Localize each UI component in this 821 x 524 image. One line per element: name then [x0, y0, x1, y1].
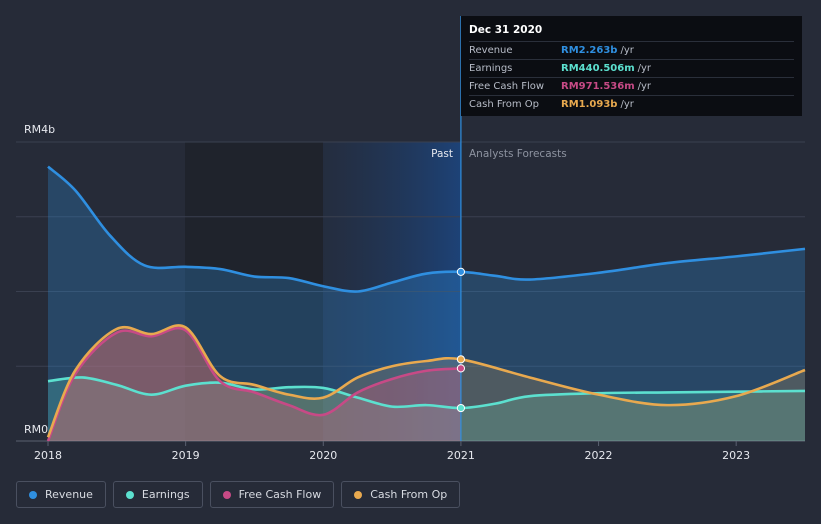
- tooltip-value: RM2.263b: [561, 45, 618, 56]
- y-min-label: RM0: [24, 423, 48, 436]
- area-free-cash-flow: [48, 328, 461, 441]
- hover-markers: [456, 267, 466, 413]
- tooltip-row-revenue: Revenue RM2.263b /yr: [469, 41, 794, 59]
- legend-item-earnings[interactable]: Earnings: [112, 481, 203, 508]
- x-tick-label: 2020: [309, 449, 337, 462]
- line-revenue: [47, 165, 806, 293]
- tooltip-date: Dec 31 2020: [469, 24, 543, 36]
- grid-lines: [16, 141, 805, 442]
- line-cash-from-op: [46, 324, 806, 438]
- line-free-cash-flow: [46, 326, 461, 442]
- legend-label: Earnings: [141, 488, 190, 501]
- tooltip-label: Revenue: [469, 45, 513, 56]
- tooltip-label: Cash From Op: [469, 99, 540, 110]
- x-axis-ticks: 2018 2019 2020 2021 2022 2023: [34, 441, 750, 462]
- tooltip-label: Free Cash Flow: [469, 81, 545, 92]
- tooltip-value: RM971.536m: [561, 81, 635, 92]
- x-tick-label: 2023: [722, 449, 750, 462]
- legend: Revenue Earnings Free Cash Flow Cash Fro…: [16, 481, 461, 508]
- tooltip-value: RM1.093b: [561, 99, 618, 110]
- legend-label: Free Cash Flow: [238, 488, 322, 501]
- legend-label: Cash From Op: [370, 488, 448, 501]
- tooltip-row-earnings: Earnings RM440.506m /yr: [469, 59, 794, 77]
- legend-dot-icon: [354, 490, 363, 499]
- tooltip-label: Earnings: [469, 63, 513, 74]
- legend-label: Revenue: [45, 488, 93, 501]
- x-tick-label: 2018: [34, 449, 62, 462]
- forecast-label: Analysts Forecasts: [469, 148, 567, 160]
- legend-dot-icon: [125, 490, 134, 499]
- series-lines: [46, 165, 806, 442]
- legend-item-revenue[interactable]: Revenue: [16, 481, 106, 508]
- marker-earnings: [456, 403, 466, 413]
- past-label: Past: [431, 148, 453, 160]
- x-tick-label: 2019: [172, 449, 200, 462]
- tooltip-unit: /yr: [620, 45, 634, 56]
- legend-item-cash-from-op[interactable]: Cash From Op: [341, 481, 461, 508]
- legend-dot-icon: [222, 490, 231, 499]
- area-revenue: [48, 166, 805, 442]
- legend-item-free-cash-flow[interactable]: Free Cash Flow: [209, 481, 335, 508]
- x-tick-label: 2021: [447, 449, 475, 462]
- area-cash-from-op: [48, 325, 805, 441]
- tooltip-row-free-cash-flow: Free Cash Flow RM971.536m /yr: [469, 77, 794, 95]
- tooltip: Dec 31 2020 Revenue RM2.263b /yr Earning…: [461, 16, 802, 116]
- line-earnings: [47, 376, 806, 410]
- legend-dot-icon: [29, 490, 37, 499]
- marker-cash-from-op: [456, 355, 466, 364]
- tooltip-value: RM440.506m: [561, 63, 635, 74]
- tooltip-unit: /yr: [620, 99, 634, 110]
- marker-revenue: [456, 267, 466, 276]
- tooltip-row-cash-from-op: Cash From Op RM1.093b /yr: [469, 95, 794, 113]
- tooltip-unit: /yr: [637, 81, 652, 92]
- x-tick-label: 2022: [585, 449, 613, 462]
- marker-free-cash-flow: [456, 364, 466, 373]
- tooltip-unit: /yr: [637, 63, 652, 74]
- y-max-label: RM4b: [24, 123, 55, 136]
